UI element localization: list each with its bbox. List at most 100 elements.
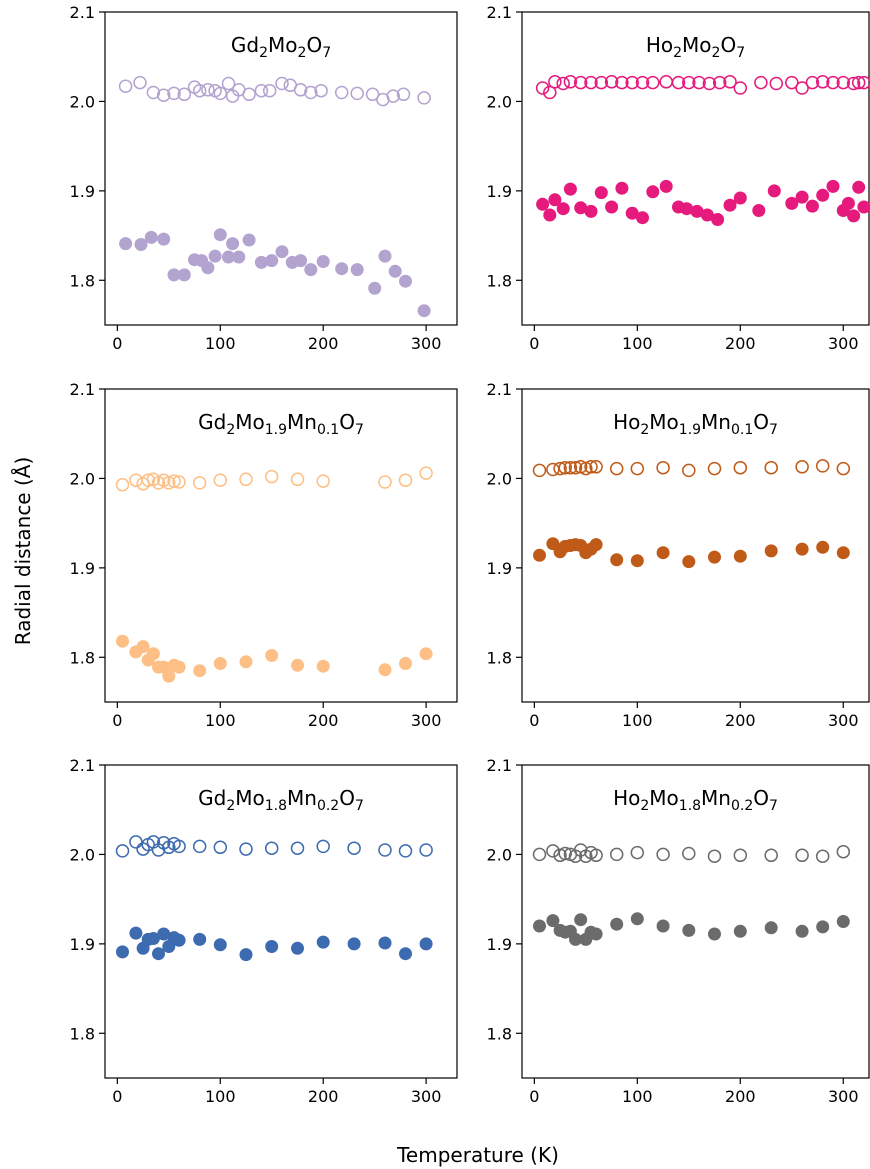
y-tick-label: 1.8	[487, 1024, 512, 1043]
filled-marker	[399, 274, 412, 288]
open-marker	[115, 477, 130, 492]
y-tick-label: 2.1	[487, 3, 512, 22]
open-marker	[546, 844, 560, 858]
filled-marker	[533, 548, 546, 562]
title-subscript: 2	[673, 45, 682, 61]
open-marker	[177, 87, 192, 102]
filled-marker	[304, 263, 318, 277]
title-subscript: 7	[322, 45, 331, 61]
x-tick-label: 0	[112, 1087, 122, 1106]
filled-marker	[594, 186, 608, 200]
y-tick-label: 1.9	[487, 182, 512, 201]
title-element: O	[339, 786, 355, 810]
x-tick-label: 300	[828, 334, 859, 353]
title-element: Mn	[701, 410, 731, 434]
title-element: O	[339, 410, 355, 434]
title-subscript: 2	[298, 45, 307, 61]
title-subscript: 2	[640, 798, 649, 814]
plot-frame	[521, 11, 870, 326]
filled-marker	[119, 237, 133, 251]
filled-marker	[213, 228, 227, 242]
open-marker	[316, 474, 330, 488]
x-tick-label: 100	[622, 334, 653, 353]
filled-marker	[116, 945, 129, 959]
filled-marker	[752, 204, 766, 217]
filled-marker	[419, 937, 433, 951]
filled-marker	[350, 263, 364, 277]
filled-marker	[733, 924, 747, 938]
open-marker	[172, 839, 186, 854]
filled-marker	[242, 233, 256, 247]
filled-marker	[172, 660, 186, 674]
filled-marker	[857, 200, 870, 214]
x-tick-label: 300	[828, 1087, 859, 1106]
filled-marker	[368, 281, 382, 295]
filled-marker	[213, 657, 227, 670]
x-tick-label: 0	[112, 711, 122, 730]
filled-marker	[146, 647, 160, 661]
filled-marker	[795, 924, 809, 938]
filled-marker	[347, 937, 361, 951]
open-marker	[646, 75, 660, 90]
filled-marker	[275, 245, 289, 259]
open-marker	[192, 476, 207, 490]
y-tick-label: 1.8	[70, 1024, 95, 1043]
title-subscript: 7	[769, 798, 778, 814]
title-subscript: 1.8	[679, 798, 701, 814]
filled-marker	[134, 238, 148, 251]
open-marker	[573, 75, 588, 90]
open-marker	[671, 75, 686, 90]
open-marker	[304, 85, 318, 100]
open-marker	[543, 85, 557, 100]
x-tick-label: 0	[529, 334, 539, 353]
open-marker	[682, 463, 696, 478]
y-tick-label: 1.9	[487, 935, 512, 954]
x-tick-label: 100	[622, 711, 653, 730]
filled-marker	[605, 200, 619, 214]
y-tick-label: 2.1	[487, 756, 512, 775]
panel-title: Ho2Mo2O7	[646, 33, 745, 61]
x-axis-label: Temperature (K)	[396, 1143, 559, 1167]
open-marker	[563, 460, 578, 475]
open-marker	[836, 75, 851, 90]
filled-marker	[378, 663, 392, 677]
filled-marker	[764, 921, 778, 935]
open-marker	[419, 843, 433, 857]
title-subscript: 2	[226, 798, 235, 814]
filled-marker	[836, 546, 850, 560]
open-marker	[594, 75, 609, 90]
filled-marker	[852, 180, 866, 194]
open-marker	[141, 473, 155, 487]
filled-marker	[805, 199, 819, 213]
open-marker	[656, 460, 670, 475]
filled-marker	[294, 254, 308, 268]
open-marker	[589, 848, 603, 863]
open-marker	[347, 841, 361, 855]
filled-marker	[636, 211, 649, 225]
x-tick-label: 300	[411, 334, 442, 353]
open-marker	[635, 75, 650, 90]
filled-marker	[625, 206, 639, 220]
open-marker	[656, 847, 670, 862]
filled-marker	[548, 193, 562, 207]
x-tick-label: 0	[112, 334, 122, 353]
plot-frame	[104, 764, 458, 1079]
panel-title: Ho2Mo1.9Mn0.1O7	[613, 410, 778, 438]
y-tick-label: 2.0	[487, 92, 512, 111]
open-marker	[365, 87, 380, 102]
filled-marker	[291, 658, 304, 672]
filled-marker	[316, 935, 330, 949]
open-marker	[769, 76, 784, 91]
filled-marker	[630, 912, 644, 926]
panel-title: Gd2Mo2O7	[231, 33, 331, 61]
x-tick-label: 200	[308, 711, 339, 730]
open-marker	[558, 846, 572, 861]
filled-marker	[723, 198, 737, 212]
filled-marker	[388, 264, 402, 278]
open-marker	[334, 85, 349, 100]
filled-marker	[265, 649, 279, 662]
open-marker	[535, 81, 550, 95]
